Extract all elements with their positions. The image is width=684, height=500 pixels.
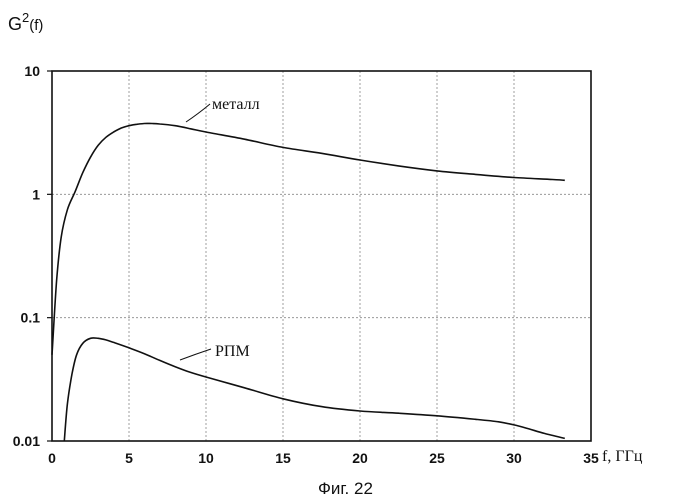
grid-lines — [52, 71, 591, 441]
y-axis-title-arg: (f) — [29, 17, 43, 34]
rpm-curve — [64, 338, 565, 441]
x-tick-label: 35 — [583, 450, 599, 466]
y-axis-title-base: G — [8, 14, 22, 34]
rpm-series-label: РПМ — [215, 343, 250, 360]
x-tick-label: 15 — [275, 450, 291, 466]
x-tick-label: 5 — [125, 450, 133, 466]
y-axis-title: G2(f) — [8, 10, 43, 34]
x-tick-label: 30 — [506, 450, 522, 466]
y-tick-label: 1 — [32, 186, 40, 202]
x-tick-label: 25 — [429, 450, 445, 466]
x-tick-label: 10 — [198, 450, 214, 466]
plot-frame — [52, 71, 591, 441]
x-tick-label: 0 — [48, 450, 56, 466]
rpm-leader-line — [180, 349, 211, 360]
x-axis-title: f, ГГц — [602, 448, 643, 465]
figure-caption: Фиг. 22 — [318, 479, 373, 498]
metal-series-label: металл — [212, 96, 260, 113]
y-axis-title-sup: 2 — [22, 10, 29, 25]
y-tick-label: 0.01 — [13, 433, 40, 449]
y-tick-label: 0.1 — [21, 310, 41, 326]
x-tick-label: 20 — [352, 450, 368, 466]
y-tick-label: 10 — [24, 63, 40, 79]
axis-ticks: 0 5 10 15 20 25 30 35 10 1 0.1 0.01 — [13, 63, 599, 466]
